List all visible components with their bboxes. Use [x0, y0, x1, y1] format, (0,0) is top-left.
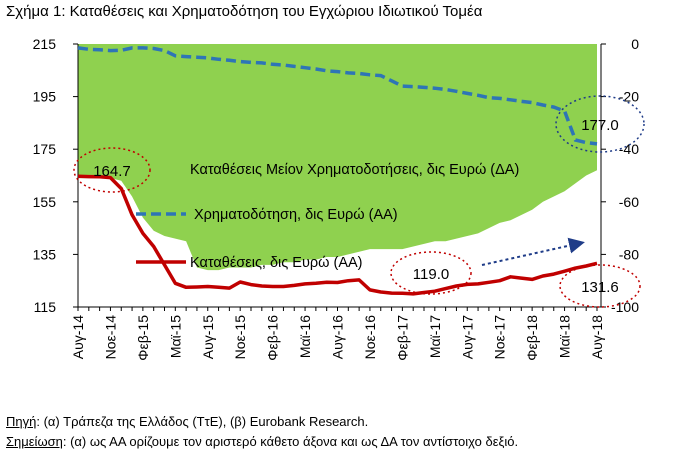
- x-tick-label: Φεβ-18: [524, 315, 540, 361]
- chart-title: Σχήμα 1: Καταθέσεις και Χρηματοδότηση το…: [6, 3, 483, 20]
- remark-note: Σημείωση: (α) ως ΑΑ ορίζουμε τον αριστερ…: [6, 434, 518, 449]
- annotation-label: 164.7: [93, 163, 131, 180]
- x-tick-label: Νοε-14: [102, 315, 118, 360]
- legend-area-label: Καταθέσεις Μείον Χρηματοδοτήσεις, δις Ευ…: [190, 162, 519, 178]
- legend-financing-label: Χρηματοδότηση, δις Ευρώ (ΑΑ): [194, 207, 398, 223]
- x-tick-label: Αυγ-18: [589, 315, 605, 359]
- deposits-line: [77, 174, 598, 296]
- annotation-label: 177.0: [581, 117, 619, 134]
- x-tick-label: Μαϊ-18: [557, 315, 573, 358]
- left-tick-label: 215: [33, 36, 57, 52]
- x-tick-label: Νοε-16: [362, 315, 378, 360]
- annotation-label: 131.6: [581, 279, 619, 296]
- left-tick-label: 135: [33, 246, 57, 262]
- remark-label: Σημείωση: [6, 434, 63, 449]
- x-tick-label: Αυγ-14: [70, 315, 86, 359]
- trend-arrow: [481, 237, 585, 266]
- right-tick-label: 0: [631, 36, 639, 52]
- source-text: : (α) Τράπεζα της Ελλάδος (ΤτΕ), (β) Eur…: [36, 414, 369, 429]
- x-tick-label: Φεβ-17: [394, 315, 410, 361]
- remark-text: : (α) ως ΑΑ ορίζουμε τον αριστερό κάθετο…: [62, 434, 519, 449]
- x-tick-label: Φεβ-16: [265, 315, 281, 361]
- chart-frame: 115 135 155 175 195 215 -100 -80 -60 -40 -20 0 Αυγ-1…: [0, 24, 689, 407]
- annotation-ellipse: [555, 95, 645, 153]
- source-note: Πηγή: (α) Τράπεζα της Ελλάδος (ΤτΕ), (β)…: [6, 414, 368, 429]
- x-tick-label: Αυγ-15: [200, 315, 216, 359]
- left-tick-label: 115: [34, 299, 57, 315]
- right-tick-label: -40: [619, 141, 639, 157]
- right-tick-label: -100: [611, 299, 639, 315]
- annotation-ellipse: [73, 147, 151, 193]
- x-tick-label: Νοε-15: [232, 315, 248, 360]
- right-tick-label: -60: [619, 194, 639, 210]
- source-label: Πηγή: [6, 414, 37, 429]
- annotation-label: 119.0: [413, 266, 449, 283]
- x-tick-label: Νοε-17: [492, 315, 508, 360]
- x-tick-label: Μαϊ-16: [297, 315, 313, 358]
- annotation-ellipse: [390, 251, 472, 295]
- left-tick-label: 155: [33, 194, 57, 210]
- legend-deposits-label: Καταθέσεις, δις Ευρώ (ΑΑ): [190, 255, 363, 271]
- x-tick-label: Αυγ-17: [459, 315, 475, 359]
- right-tick-label: -80: [619, 246, 639, 262]
- area-deposits-minus-financing: [78, 44, 597, 271]
- left-tick-label: 195: [33, 89, 57, 105]
- x-tick-label: Μαϊ-15: [167, 315, 183, 358]
- financing-line: [77, 46, 598, 146]
- chart-plot: 115135155175195215-100-80-60-40-200Αυγ-1…: [33, 36, 645, 361]
- x-tick-label: Μαϊ-17: [427, 315, 443, 358]
- left-tick-label: 175: [33, 141, 57, 157]
- x-tick-label: Φεβ-15: [135, 315, 151, 361]
- x-tick-label: Αυγ-16: [330, 315, 346, 359]
- annotation-ellipse: [559, 264, 641, 308]
